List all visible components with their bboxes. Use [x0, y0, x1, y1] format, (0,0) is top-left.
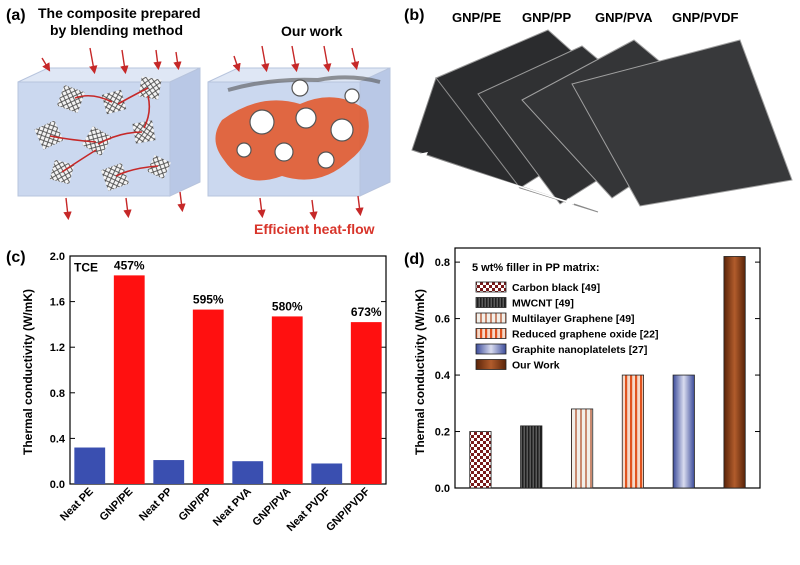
blending-caption-line1: The composite prepared — [38, 5, 201, 21]
bar-gnp-pp — [192, 309, 224, 484]
chart-c: 0.0 0.4 0.8 1.2 1.6 2.0 Neat PE GNP/PE Neat PP GN… — [50, 251, 387, 534]
bar-our-work — [723, 256, 746, 489]
legend-label-our-work: Our Work — [512, 360, 560, 372]
xtick-label-neat-pva: Neat PVA — [211, 486, 254, 529]
bar-carbon-black-49 — [469, 431, 492, 489]
ytick-label-c: 0.0 — [50, 479, 65, 491]
heat-arrow-icon — [41, 47, 186, 221]
legend-swatch-our-work — [475, 359, 507, 370]
legend-swatch-reduced-graphene-oxide-22 — [475, 328, 507, 339]
bar-gnp-pva — [271, 316, 303, 484]
legend-label-graphite-nanoplatelets-27: Graphite nanoplatelets [27] — [512, 344, 647, 356]
panel-label-c: (c) — [6, 249, 26, 266]
panel-a: (a) The composite prepared by blending m… — [6, 5, 391, 237]
ytick-label-d: 0.8 — [435, 257, 450, 269]
gnp-sheets-photo — [411, 29, 793, 213]
bar-graphite-nanoplatelets-27 — [672, 374, 695, 489]
annotation-tce: TCE — [74, 260, 98, 274]
bar-gnp-pe — [113, 275, 145, 484]
panel-label-a: (a) — [6, 7, 26, 24]
sheet-label-pp: GNP/PP — [522, 10, 571, 25]
legend-label-reduced-graphene-oxide-22: Reduced graphene oxide [22] — [512, 329, 658, 341]
annotation-457: 457% — [114, 258, 145, 272]
annotation-673: 673% — [351, 305, 382, 319]
legend-label-carbon-black-49: Carbon black [49] — [512, 282, 600, 294]
plot-frame-c — [69, 255, 387, 485]
bar-gnp-pvdf — [350, 322, 382, 484]
xtick-label-neat-pe: Neat PE — [58, 486, 96, 524]
plot-frame-d — [454, 247, 761, 489]
ytick-label-c: 1.6 — [50, 297, 65, 309]
ytick-label-c: 1.2 — [50, 342, 65, 354]
ylabel-c: Thermal conductivity (W/mK) — [21, 289, 35, 455]
our-work-cube — [207, 67, 391, 197]
ytick-label-d: 0.2 — [435, 427, 450, 439]
ylabel-d: Thermal conductivity (W/mK) — [413, 289, 427, 455]
sheet-label-pe: GNP/PE — [452, 10, 501, 25]
bar-neat-pva — [232, 461, 264, 484]
bar-multilayer-graphene-49 — [571, 408, 594, 489]
legend-title: 5 wt% filler in PP matrix: — [472, 262, 600, 274]
network-pores — [236, 79, 360, 169]
sheet-pvdf — [571, 39, 793, 207]
ytick-label-c: 0.4 — [50, 433, 66, 445]
ytick-label-d: 0.0 — [435, 483, 450, 495]
chart-d: 0.0 0.2 0.4 0.6 0.8 Carbon black [49] MWCNT [4… — [435, 247, 761, 495]
bar-mwcnt-49 — [520, 425, 543, 489]
blending-caption-line2: by blending method — [50, 22, 183, 38]
sheet-label-pva: GNP/PVA — [595, 10, 653, 25]
bar-neat-pvdf — [311, 463, 343, 484]
panel-label-b: (b) — [404, 7, 424, 24]
panel-label-d: (d) — [404, 251, 424, 268]
panel-b: (b) GNP/PE GNP/PP GNP/PVA GNP/PVDF 10 cm — [404, 7, 793, 213]
legend-swatch-carbon-black-49 — [475, 281, 507, 293]
ytick-label-d: 0.4 — [435, 370, 451, 382]
legend-swatch-graphite-nanoplatelets-27 — [475, 343, 507, 355]
ytick-label-c: 0.8 — [50, 388, 65, 400]
bar-neat-pe — [74, 447, 106, 484]
panel-d: (d) Thermal conductivity (W/mK) 5 wt% fi… — [404, 247, 761, 495]
sheet-label-pvdf: GNP/PVDF — [672, 10, 739, 25]
ytick-label-d: 0.6 — [435, 314, 450, 326]
efficient-heat-flow-caption: Efficient heat-flow — [254, 221, 375, 237]
heat-arrow-icon — [232, 45, 364, 221]
scale-arrow-icon — [417, 152, 575, 206]
blending-caption: The composite prepared by blending metho… — [38, 5, 204, 38]
blending-composite-cube — [17, 67, 201, 197]
ytick-label-c: 2.0 — [50, 251, 65, 263]
annotation-595: 595% — [193, 293, 224, 307]
xtick-label-neat-pp: Neat PP — [137, 486, 175, 524]
legend-label-multilayer-graphene-49: Multilayer Graphene [49] — [512, 313, 635, 325]
our-work-caption: Our work — [281, 23, 343, 39]
panel-c: (c) Thermal conductivity (W/mK) 0.00.40.… — [6, 249, 387, 534]
bar-neat-pp — [153, 460, 185, 484]
bar-reduced-graphene-oxide-22 — [621, 374, 644, 489]
xtick-label-gnp-pe: GNP/PE — [97, 486, 135, 524]
legend-label-mwcnt-49: MWCNT [49] — [512, 298, 574, 310]
legend-swatch-mwcnt-49 — [475, 297, 507, 308]
xtick-label-gnp-pp: GNP/PP — [176, 486, 214, 524]
annotation-580: 580% — [272, 299, 303, 313]
heat-path-lines — [49, 87, 159, 177]
legend-swatch-multilayer-graphene-49 — [475, 312, 507, 324]
